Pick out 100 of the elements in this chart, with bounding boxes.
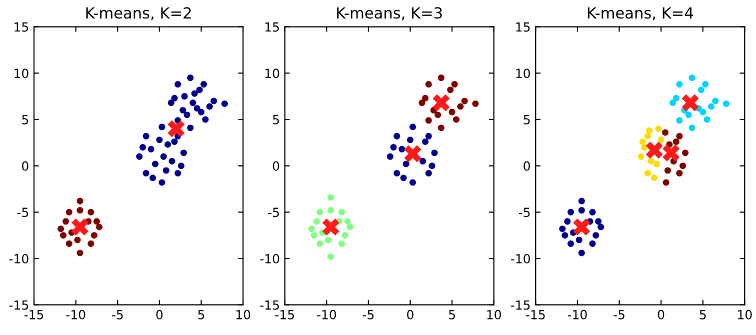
point [573, 218, 590, 236]
point [187, 124, 194, 132]
point [568, 240, 574, 247]
x-tick-label: 5 [198, 310, 204, 320]
point [90, 232, 98, 239]
point [394, 132, 400, 140]
y-tick-label: -15 [9, 300, 28, 310]
point [390, 144, 397, 151]
point [171, 94, 178, 102]
point [644, 170, 651, 176]
point [184, 112, 190, 118]
point [409, 124, 416, 130]
point [171, 138, 178, 145]
y-tick-label: 15 [14, 22, 28, 32]
point [438, 124, 444, 132]
point [592, 232, 600, 239]
x-tick-label: 0 [156, 310, 163, 320]
y-tick-label: 5 [272, 115, 279, 124]
point [662, 179, 670, 186]
point [457, 103, 464, 110]
y-tick-label: -15 [510, 300, 530, 310]
point [338, 240, 345, 247]
point [404, 145, 422, 162]
point [655, 125, 662, 132]
point [160, 153, 167, 160]
point [646, 142, 663, 159]
point [149, 174, 156, 182]
point [418, 100, 426, 106]
point [190, 100, 196, 106]
point [564, 218, 571, 225]
y-tick-label: 0 [22, 161, 28, 171]
point [66, 208, 72, 216]
point [158, 124, 166, 130]
point [422, 138, 429, 145]
point [202, 116, 209, 123]
point [425, 132, 432, 140]
point [88, 240, 94, 247]
point [58, 226, 64, 232]
point [428, 162, 436, 170]
point [589, 240, 596, 247]
x-tick-label: 10 [236, 310, 250, 320]
point [704, 116, 710, 123]
point [322, 218, 340, 236]
point [702, 81, 709, 88]
point [346, 224, 354, 230]
point [670, 100, 676, 106]
point [168, 158, 176, 164]
point [664, 167, 671, 174]
point [708, 103, 714, 110]
point [676, 132, 683, 140]
point [406, 136, 414, 144]
point [158, 179, 166, 186]
point [60, 232, 67, 239]
point [685, 112, 692, 118]
point [180, 150, 187, 156]
point [221, 100, 228, 107]
point [178, 162, 184, 170]
point [712, 98, 719, 104]
point [434, 112, 442, 118]
point [409, 179, 416, 186]
chart-title: K-means, K=2 [86, 7, 191, 20]
point [308, 226, 315, 232]
point [402, 160, 410, 168]
x-tick-label: -5 [362, 310, 374, 320]
y-tick-label: 10 [265, 68, 280, 78]
point [451, 81, 458, 88]
point [139, 144, 146, 151]
point [688, 74, 696, 82]
y-tick-label: -10 [260, 254, 280, 264]
point [452, 116, 460, 123]
y-tick-label: -5 [268, 208, 279, 218]
point [682, 94, 699, 112]
point [648, 158, 654, 164]
point [316, 240, 324, 247]
x-tick-label: 5 [449, 310, 455, 320]
point [438, 74, 444, 82]
point [174, 81, 182, 88]
point [156, 136, 163, 144]
y-tick-label: 5 [524, 115, 530, 124]
point [425, 117, 432, 124]
point [142, 170, 150, 176]
point [162, 167, 170, 174]
point [62, 218, 70, 225]
x-tick-label: 5 [700, 310, 706, 320]
x-tick-label: -10 [66, 310, 86, 320]
point [576, 236, 582, 244]
point [698, 86, 704, 94]
point [174, 170, 182, 176]
point [325, 236, 332, 244]
point [210, 98, 218, 104]
y-tick-label: -10 [510, 254, 530, 264]
point [425, 81, 432, 88]
point [646, 127, 653, 134]
x-tick-label: -5 [112, 310, 123, 320]
y-tick-label: 10 [14, 68, 28, 78]
point [589, 208, 596, 216]
point [562, 232, 568, 239]
point [578, 250, 585, 256]
y-tick-label: -15 [260, 300, 279, 310]
point [398, 146, 406, 152]
